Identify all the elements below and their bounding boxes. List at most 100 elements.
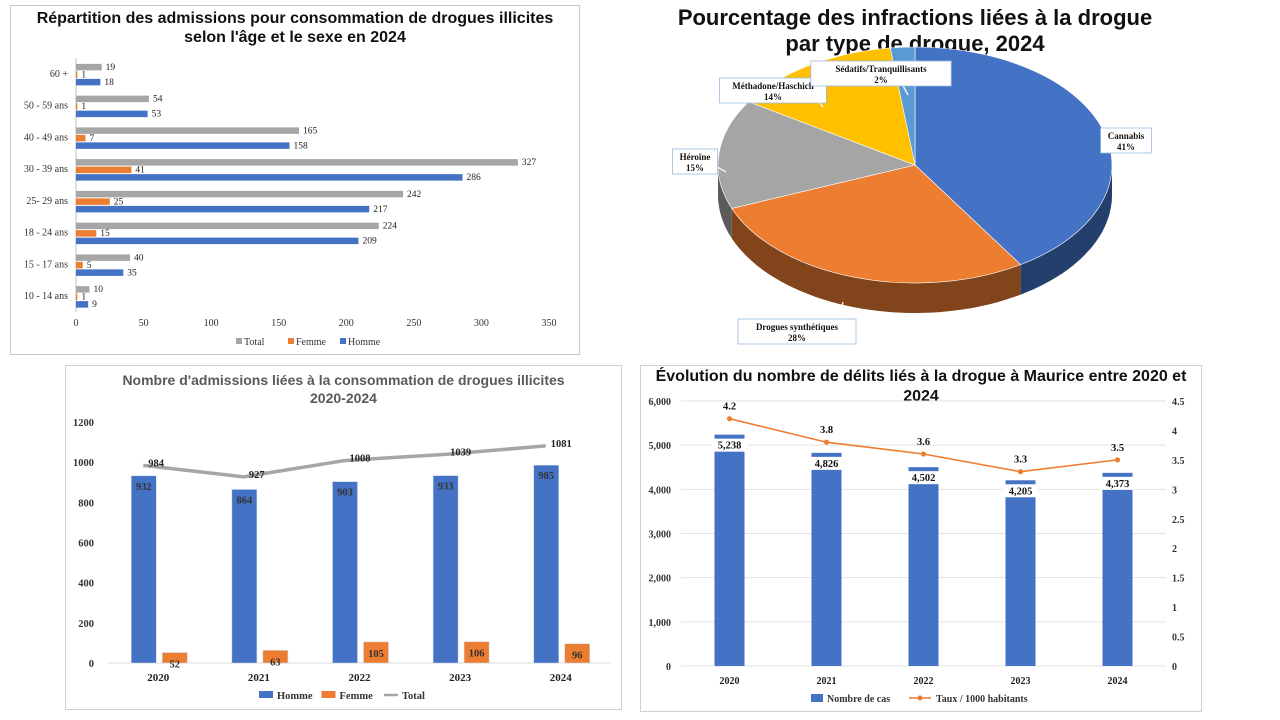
chart4-legend-marker <box>917 695 923 701</box>
chart3-data-label-homme: 864 <box>237 495 254 506</box>
chart1-data-label-femme: 1 <box>81 293 86 303</box>
chart1-data-label-total: 224 <box>383 222 398 232</box>
chart3-data-label-homme: 985 <box>538 471 554 482</box>
chart4-y2-tick-label: 4 <box>1172 426 1177 437</box>
chart1-data-label-femme: 7 <box>89 134 94 144</box>
chart1-bar-femme <box>76 261 83 269</box>
chart3-line-total <box>143 444 546 479</box>
chart4-y-tick-label: 5,000 <box>649 441 672 452</box>
chart1-data-label-total: 242 <box>407 190 422 200</box>
chart1-x-tick-label: 300 <box>474 318 489 329</box>
chart1-bar-femme <box>76 103 78 110</box>
chart1-x-tick-label: 0 <box>74 318 79 329</box>
chart3-legend-label-total: Total <box>402 691 425 702</box>
chart3-bar-femme <box>262 650 289 664</box>
chart4-data-label-bg <box>1002 484 1039 498</box>
chart3-legend-label-homme: Homme <box>277 691 313 702</box>
chart1-data-label-total: 165 <box>303 126 318 136</box>
chart1-data-label-total: 54 <box>153 95 163 105</box>
chart2-slice-pct: 14% <box>764 92 782 102</box>
chart3-title-line2: 2020-2024 <box>310 390 377 406</box>
chart1-data-label-total: 19 <box>106 63 116 73</box>
chart4-y-tick-label: 6,000 <box>649 397 672 408</box>
chart3-x-tick-label: 2021 <box>248 672 270 684</box>
chart1-data-label-femme: 1 <box>81 70 86 80</box>
chart1-bar-homme <box>76 78 101 86</box>
chart2-slice-pct: 2% <box>874 75 888 85</box>
chart3-bar-homme <box>131 475 157 664</box>
chart4-x-tick-label: 2024 <box>1108 676 1128 687</box>
chart4-legend-label-nombre-de-cas: Nombre de cas <box>827 694 890 705</box>
chart3-data-label-femme: 106 <box>469 649 485 660</box>
chart4-bar-nombre-de-cas <box>1005 480 1036 666</box>
chart1-legend-label-femme: Femme <box>296 337 327 348</box>
chart1-data-label-total: 10 <box>94 285 104 295</box>
chart1-category-label: 10 - 14 ans <box>24 291 68 302</box>
chart4-y2-tick-label: 2.5 <box>1172 515 1185 526</box>
chart1-data-label-total: 40 <box>134 253 144 263</box>
chart2-slice-pct: 15% <box>686 163 704 173</box>
chart4-line-marker <box>920 451 927 457</box>
chart1-data-label-femme: 5 <box>87 261 92 271</box>
chart3-data-label-homme: 933 <box>438 482 454 493</box>
chart1-title: Répartition des admissions pour consomma… <box>11 9 579 47</box>
chart3-line-label: 984 <box>148 458 165 469</box>
chart1-data-label-homme: 286 <box>467 173 482 183</box>
chart1-bar-total <box>76 95 149 103</box>
chart4-data-label-bg <box>711 438 748 452</box>
chart3-legend-swatch-homme <box>259 691 273 698</box>
chart1-bar-femme <box>76 230 97 237</box>
chart1-category-label: 60 + <box>50 69 69 80</box>
chart1-bar-homme <box>76 142 290 149</box>
chart1-title-line1: Répartition des admissions pour consomma… <box>36 10 554 27</box>
chart1-legend-label-homme: Homme <box>348 337 381 348</box>
chart4-line-marker <box>726 416 733 422</box>
chart2-slice-heroine <box>717 101 917 209</box>
chart3-bar-femme <box>564 643 590 664</box>
chart1-bar-homme <box>76 110 148 118</box>
chart3-x-tick-label: 2022 <box>349 672 372 684</box>
chart4-y-tick-label: 2,000 <box>649 574 672 585</box>
chart3-bar-femme <box>463 641 490 664</box>
chart2-label-box <box>719 77 827 104</box>
chart2-slice-label: Cannabis <box>1108 131 1145 141</box>
chart1-data-label-homme: 53 <box>152 110 162 120</box>
chart1-bar-total <box>76 159 518 166</box>
chart3-y-tick-label: 400 <box>78 579 94 590</box>
chart4-line-label: 4.2 <box>723 402 736 413</box>
chart3-y-tick-label: 0 <box>89 659 94 670</box>
chart4-line-label: 3.3 <box>1014 455 1027 466</box>
chart4-y2-tick-label: 3 <box>1172 485 1177 496</box>
chart1-legend-swatch-total <box>236 338 242 344</box>
chart3-plot: 0 200 400 600 800 1000 1200 2020 2021 2022 2023 202… <box>73 418 611 702</box>
chart1-category-label: 25- 29 ans <box>26 196 68 207</box>
chart1-bar-femme <box>76 198 110 205</box>
chart4-y2-tick-label: 2 <box>1172 544 1177 555</box>
chart3-data-label-femme: 105 <box>368 649 384 660</box>
chart3-y-tick-label: 600 <box>78 539 94 550</box>
chart3-data-label-homme: 932 <box>136 482 152 493</box>
chart3-line-label: 1039 <box>450 447 471 458</box>
chart1-title-line2: selon l'âge et le sexe en 2024 <box>184 29 406 46</box>
chart4-y2-tick-label: 1 <box>1172 603 1177 614</box>
chart1-x-tick-label: 250 <box>406 318 421 329</box>
chart1-category-label: 30 - 39 ans <box>24 164 68 175</box>
chart1-data-label-femme: 41 <box>135 166 145 176</box>
chart3-y-tick-label: 1000 <box>73 458 94 469</box>
chart4-y2-tick-label: 3.5 <box>1172 456 1185 467</box>
chart4-bar-nombre-de-cas <box>714 434 745 666</box>
chart4-y2-tick-label: 1.5 <box>1172 574 1185 585</box>
chart3-bar-homme <box>533 464 559 664</box>
chart1-bar-total <box>76 63 102 71</box>
chart3-line-label: 1008 <box>350 454 371 465</box>
chart3-legend-swatch-femme <box>321 691 336 698</box>
chart1-data-label-homme: 209 <box>362 237 377 247</box>
chart4-x-tick-label: 2020 <box>720 676 740 687</box>
chart4-y-tick-label: 1,000 <box>649 618 672 629</box>
chart1-legend-swatch-femme <box>288 338 294 344</box>
chart3-x-tick-label: 2023 <box>449 672 472 684</box>
chart1-category-label: 18 - 24 ans <box>24 228 68 239</box>
chart4-bar-nombre-de-cas <box>1102 472 1133 666</box>
chart1-legend-swatch-homme <box>340 338 346 344</box>
chart2-slice-pct: 28% <box>788 333 806 343</box>
